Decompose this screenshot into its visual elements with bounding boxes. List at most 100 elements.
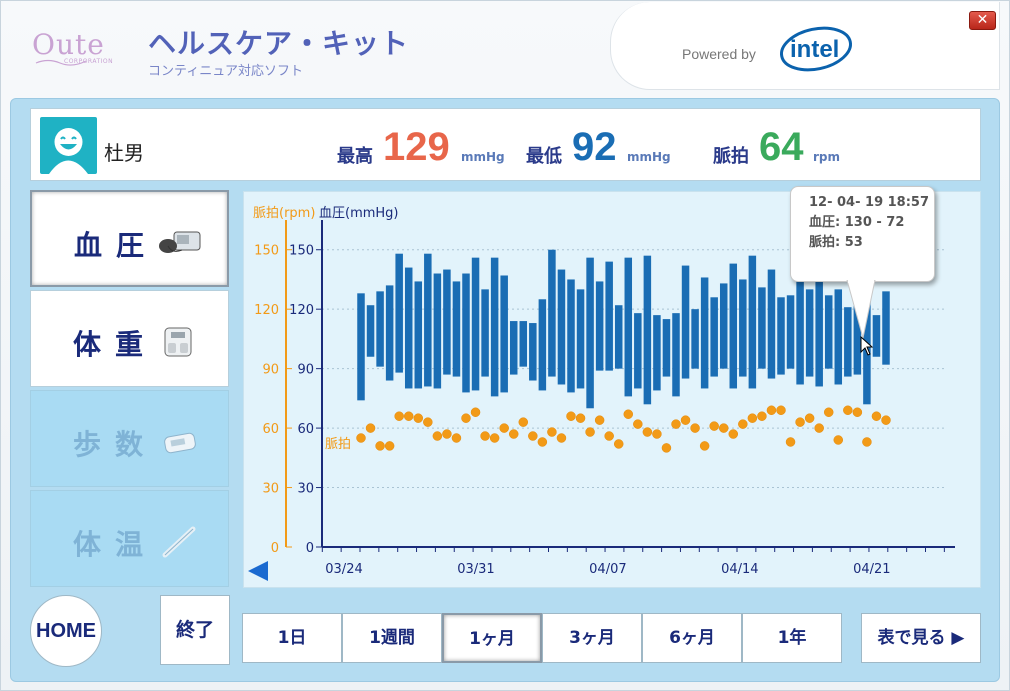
range-3-month-button[interactable]: 3ヶ月 [542,613,642,663]
powered-panel [610,2,1000,90]
pulse-y-tick-label: 120 [254,303,279,318]
range-1-week-button[interactable]: 1週間 [342,613,442,663]
bp-bar [414,281,423,389]
pulse-point [623,409,634,419]
intel-logo-text: intel [790,36,839,63]
bp-bar [796,257,804,385]
pulse-point [594,415,605,425]
tooltip-bp: 血圧: 130 - 72 [809,215,905,230]
bp-bar [452,281,461,377]
company-logo: Oute [32,28,105,61]
bp-bar [443,269,451,375]
bp-bar [805,289,814,377]
pulse-point [871,411,882,421]
bp-bar [395,253,403,373]
pulse-point [699,441,710,451]
bp-bar [815,261,823,387]
pulse-point [680,415,691,425]
pulse-point [862,437,872,447]
pulse-point [613,439,624,449]
bp-bar [767,269,776,379]
pulse-point [776,405,786,416]
range-6-month-button[interactable]: 6ヶ月 [642,613,742,663]
pulse-point [403,411,414,421]
chart-area [243,191,981,588]
pulse-y-tick-label: 30 [262,482,279,497]
table-view-button[interactable]: 表で見る ▶ [861,613,981,663]
bp-bar [509,321,518,375]
bp-bar [853,269,862,375]
bp-bar [357,293,365,401]
pulse-point [423,417,433,427]
sidebar-item-weight[interactable]: 体重 [30,290,229,387]
intel-logo-icon: intel [780,26,852,72]
bp-bar [824,295,833,369]
bp-bar [366,305,375,357]
bp-bar [548,249,556,377]
bp-bar [882,291,890,365]
pulse-point [881,415,891,425]
sidebar-item-steps[interactable]: 歩数 [30,390,229,487]
pulse-y-tick-label: 60 [262,422,279,437]
pulse-point [642,427,653,437]
pulse-point [738,419,748,429]
range-1-day-button[interactable]: 1日 [242,613,342,663]
range-1-year-button[interactable]: 1年 [742,613,842,663]
bp-bar [462,273,470,393]
sidebar-item-temperature[interactable]: 体温 [30,490,229,587]
max-unit: mmHg [461,150,505,164]
pulse-point [757,411,767,421]
bp-bar [529,323,537,381]
pulse-value: 64 [759,125,804,169]
bp-bar [567,279,575,393]
max-label: 最高 [337,146,373,167]
bp-bar [786,295,795,369]
y-tick-label: 30 [297,482,314,497]
pulse-point [843,405,853,416]
bp-bar [777,297,785,375]
scale-icon [164,327,192,357]
pulse-point [823,407,834,417]
bp-bar [385,285,394,381]
bp-bar [595,281,604,371]
home-button[interactable]: HOME [30,595,102,667]
y-tick-label: 60 [297,422,314,437]
pulse-y-tick-label: 150 [254,244,279,259]
bp-bar [624,257,633,397]
exit-button[interactable]: 終了 [160,595,230,665]
sidebar-item-blood-pressure[interactable]: 血圧 [30,190,229,287]
pulse-point [671,419,681,429]
bp-bar [700,277,709,389]
mouse-cursor-icon [860,336,874,356]
sidebar-item-label: 歩数 [73,428,158,461]
pulse-point [413,413,424,423]
close-button[interactable]: ✕ [969,11,996,30]
pulse-point [480,431,490,441]
min-label: 最低 [526,146,562,167]
pulse-point [661,443,672,453]
bp-bar [404,267,413,389]
tooltip-tail [846,280,876,339]
x-tick-label: 04/21 [853,562,890,577]
x-tick-label: 04/07 [589,562,626,577]
bp-bar [719,283,728,369]
range-1-month-button[interactable]: 1ヶ月 [442,613,542,663]
bp-bar [653,315,661,391]
pulse-point [785,437,796,447]
bp-bar [557,269,566,385]
pulse-point [585,427,595,437]
pulse-point [432,431,443,441]
bp-bar [662,319,671,377]
pulse-point [709,421,719,431]
bp-bar [519,321,528,367]
sidebar-item-label: 体温 [73,528,158,561]
max-value: 129 [383,125,450,169]
pulse-point [652,429,662,439]
pulse-point [852,407,863,417]
y-tick-label: 0 [306,541,314,556]
x-tick-label: 03/24 [325,562,362,577]
prev-period-arrow-icon[interactable] [246,559,270,583]
pulse-point [470,407,481,417]
pulse-point [575,413,586,423]
